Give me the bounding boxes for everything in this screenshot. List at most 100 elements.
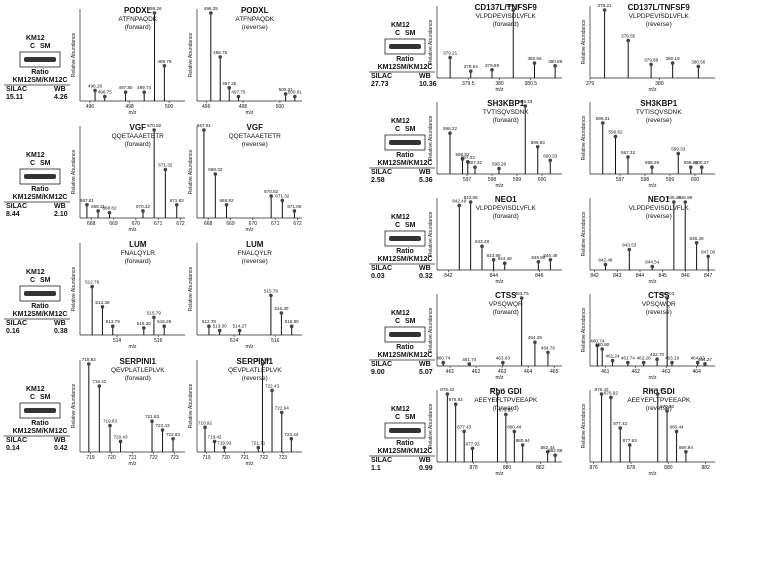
blot-band — [389, 332, 421, 337]
peak-label: 843.48 — [475, 239, 489, 244]
peak-marker — [445, 392, 450, 396]
peak-label: 876.92 — [449, 397, 463, 402]
blot-text: SM — [405, 414, 416, 421]
x-tick-label: 598 — [488, 177, 497, 183]
blot-text: Ratio — [396, 344, 414, 351]
peak-marker — [545, 450, 550, 454]
x-axis-label: m/z — [648, 183, 657, 189]
peak-label: 379.88 — [485, 63, 499, 68]
x-tick-label: 882 — [536, 465, 545, 471]
blot-text: WB — [419, 265, 431, 272]
peak-label: 877.93 — [623, 438, 637, 443]
peak-label: 513.30 — [213, 324, 227, 329]
protein-name: CD137L/TNFSF9 — [475, 3, 538, 12]
blot-text: C — [395, 414, 400, 421]
blot-text: 0.38 — [54, 328, 68, 335]
peak-marker — [293, 94, 297, 99]
direction: (reverse) — [646, 309, 672, 316]
y-axis-label: Relative Abundance — [71, 267, 77, 312]
blot-text: KM12SM/KM12C — [378, 256, 433, 263]
peak-label: 512.79 — [85, 280, 99, 285]
blot-text: Ratio — [31, 420, 49, 427]
peak-label: 668.31 — [91, 204, 105, 209]
peak-marker — [108, 423, 112, 428]
peptide: FNALQYLR — [238, 250, 273, 257]
peak-marker — [441, 360, 446, 365]
y-axis-label: Relative Abundance — [71, 384, 77, 429]
protein-name: SH3KBP1 — [640, 99, 677, 108]
x-tick-label: 845 — [659, 273, 668, 279]
x-tick-label: 379.5 — [462, 81, 475, 87]
peak-marker — [706, 254, 710, 259]
blot-text: WB — [54, 437, 66, 444]
x-axis-label: m/z — [245, 110, 254, 116]
peak-marker — [688, 165, 693, 169]
x-tick-label: 380 — [655, 81, 664, 87]
peak-marker — [162, 324, 167, 329]
peak-label: 721.71 — [251, 441, 265, 446]
peak-marker — [627, 443, 632, 447]
x-tick-label: 600 — [691, 177, 700, 183]
peak-marker — [222, 445, 227, 450]
x-tick-label: 496 — [86, 104, 95, 110]
blot-band — [24, 408, 56, 413]
x-tick-label: 597 — [463, 177, 472, 183]
peak-marker — [501, 360, 505, 365]
peak-marker — [497, 166, 501, 171]
x-tick-label: 498 — [239, 104, 248, 110]
peak-label: 496.76 — [213, 50, 227, 55]
blot-text: KM12 — [391, 22, 410, 29]
peak-label: 460.74 — [436, 356, 450, 361]
blot-band — [389, 44, 421, 49]
peptide: VPSQWQR — [642, 301, 676, 308]
peak-marker — [279, 410, 284, 415]
direction: (forward) — [125, 258, 151, 265]
peak-marker — [655, 392, 660, 396]
peak-label: 719.93 — [103, 419, 117, 424]
peak-marker — [85, 203, 89, 207]
protein-name: PODXL — [124, 6, 152, 15]
x-tick-label: 671 — [154, 221, 163, 227]
y-axis-label: Relative Abundance — [428, 20, 434, 65]
blot-text: WB — [419, 73, 431, 80]
x-tick-label: 880 — [664, 465, 673, 471]
peak-label: 461.74 — [621, 356, 635, 361]
peak-label: 876.42 — [440, 387, 454, 392]
peak-marker — [289, 324, 294, 329]
x-axis-label: m/z — [245, 461, 254, 467]
peak-marker — [641, 360, 646, 365]
peak-label: 668.82 — [219, 198, 233, 203]
x-axis-label: m/z — [495, 375, 504, 381]
blot-text: 8.44 — [6, 211, 20, 218]
blot-text: WB — [54, 203, 66, 210]
peak-label: 722.93 — [166, 432, 180, 437]
peptide: VLPDPEVISDLVFLK — [476, 205, 537, 212]
peak-marker — [674, 429, 679, 434]
peak-marker — [453, 402, 458, 407]
peak-label: 844.54 — [645, 260, 659, 265]
direction: (forward) — [493, 405, 519, 412]
x-axis-label: m/z — [128, 110, 137, 116]
peak-marker — [684, 450, 688, 454]
blot-text: KM12 — [26, 35, 45, 42]
blot-text: 9.00 — [371, 369, 385, 376]
x-tick-label: 462 — [472, 369, 481, 375]
peak-marker — [519, 296, 524, 300]
peak-marker — [535, 145, 540, 149]
peak-marker — [260, 362, 265, 366]
peak-label: 843.99 — [487, 253, 501, 258]
peak-marker — [595, 343, 600, 348]
peak-label: 513.39 — [95, 300, 109, 305]
peak-marker — [123, 90, 128, 94]
peak-marker — [627, 247, 632, 252]
peak-marker — [97, 384, 102, 388]
peak-marker — [448, 55, 452, 60]
peak-marker — [462, 429, 466, 434]
blot-text: KM12SM/KM12C — [378, 160, 433, 167]
peak-label: 882.89 — [548, 448, 562, 453]
peak-marker — [160, 428, 165, 432]
peak-marker — [670, 360, 674, 365]
